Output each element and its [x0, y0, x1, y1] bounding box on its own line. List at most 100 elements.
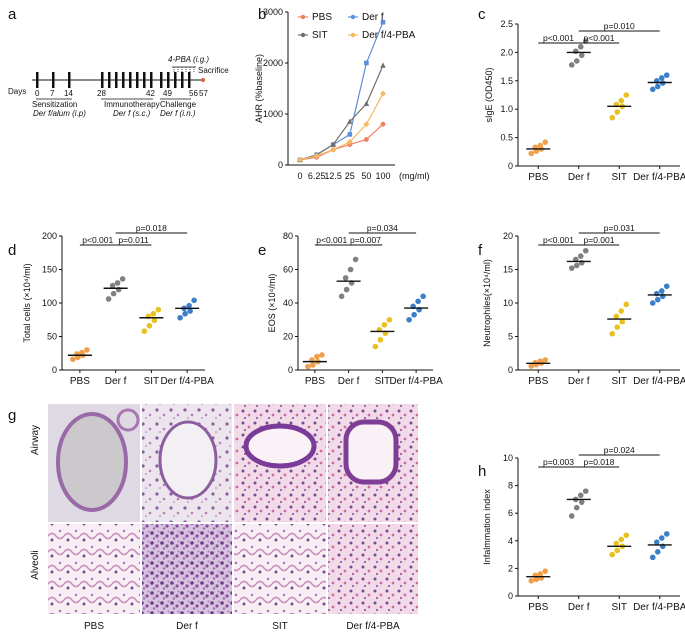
- data-point: [609, 331, 616, 337]
- p-value-label: p=0.018: [584, 457, 615, 467]
- category-label: Der f/4-PBA: [633, 172, 685, 183]
- data-point: [347, 132, 353, 137]
- p-value-label: p<0.001: [543, 33, 574, 43]
- sensitization-bar: [52, 72, 55, 88]
- data-point: [528, 150, 535, 157]
- y-tick-label: 150: [42, 265, 57, 275]
- category-label: PBS: [305, 376, 325, 387]
- phase-detail: Der f (i.n.): [160, 109, 196, 118]
- data-point: [151, 317, 158, 324]
- data-point: [537, 571, 544, 577]
- data-point: [614, 324, 621, 330]
- micrograph-alveoli-derf4pba: [328, 524, 418, 614]
- p-value-label: p=0.007: [350, 235, 381, 245]
- y-axis-title: EOS (×10⁴/ml): [267, 274, 277, 333]
- sensitization-bar: [36, 72, 39, 88]
- data-point: [310, 362, 316, 368]
- column-label-derf4pba: Der f/4-PBA: [346, 621, 400, 632]
- data-point: [150, 310, 157, 317]
- data-point: [577, 253, 584, 259]
- data-point: [155, 306, 162, 313]
- panel-g: g Airway Alveoli PBS Der f SIT Der f/4-P: [8, 404, 418, 632]
- x-tick-label: 50: [361, 171, 371, 181]
- data-point: [381, 321, 388, 328]
- data-point: [658, 288, 665, 294]
- data-point: [654, 549, 661, 555]
- category-label: Der f: [568, 172, 590, 183]
- micrograph-airway-sit: [234, 404, 326, 522]
- column-label-derf: Der f: [176, 621, 198, 632]
- p-value-label: p=0.003: [543, 457, 574, 467]
- column-label-sit: SIT: [272, 621, 288, 632]
- data-point: [187, 308, 193, 314]
- immunotherapy-bar: [101, 72, 104, 88]
- y-tick-label: 2.5: [500, 19, 513, 29]
- day-tick: 57: [199, 89, 208, 98]
- y-tick-label: 20: [283, 332, 293, 342]
- panel-letter-a: a: [8, 6, 17, 23]
- data-point: [420, 293, 426, 300]
- data-point: [649, 300, 656, 306]
- timeline-bars: [36, 72, 205, 88]
- y-tick-label: 20: [503, 231, 513, 241]
- data-point: [623, 92, 630, 98]
- x-axis-title: (mg/ml): [399, 171, 430, 181]
- x-tick-label: 0: [297, 171, 302, 181]
- day-tick: 28: [97, 89, 106, 98]
- legend-entry: Der f: [362, 12, 384, 23]
- panel-d: d 0 50 100 150 200 Total cells (×10⁴/ml) PBS Der…: [8, 223, 214, 387]
- data-point: [619, 318, 626, 325]
- legend-entry: PBS: [312, 12, 332, 23]
- data-point: [114, 280, 121, 286]
- data-point: [613, 540, 620, 547]
- data-point: [577, 492, 584, 499]
- data-point: [380, 19, 386, 25]
- data-point: [380, 62, 386, 68]
- data-point: [542, 568, 549, 574]
- micrograph-alveoli-sit: [234, 524, 326, 614]
- data-point: [119, 276, 126, 282]
- day-tick: 14: [64, 89, 73, 98]
- y-tick-label: 2.0: [500, 47, 513, 57]
- legend-entry: Der f/4-PBA: [362, 30, 416, 41]
- data-point: [186, 302, 192, 309]
- p-value-label: p=0.034: [367, 223, 398, 233]
- y-tick-label: 0.5: [500, 133, 513, 143]
- data-point: [141, 328, 148, 334]
- panel-letter-c: c: [478, 6, 486, 23]
- category-label: SIT: [375, 376, 391, 387]
- category-label: Der f: [338, 376, 360, 387]
- series-line: [299, 93, 384, 161]
- data-point: [582, 38, 589, 44]
- data-point: [542, 357, 549, 363]
- immunotherapy-bar: [122, 72, 125, 88]
- series-line: [299, 123, 384, 161]
- panel-letter-b: b: [258, 6, 266, 23]
- y-tick-label: 1.5: [500, 76, 513, 86]
- data-point: [386, 316, 393, 323]
- airway-lumen: [158, 420, 218, 500]
- data-point: [182, 310, 188, 317]
- p-value-label: p=0.010: [604, 21, 635, 31]
- micrograph-alveoli-pbs: [48, 524, 140, 614]
- data-point: [347, 118, 353, 124]
- legend-entry: SIT: [312, 30, 328, 41]
- y-tick-label: 80: [283, 231, 293, 241]
- data-point: [663, 283, 670, 290]
- panel-c: c 0 0.5 1.0 1.5 2.0 2.5 sIgE (OD450) PBS Der f SIT…: [478, 6, 685, 183]
- category-label: PBS: [528, 602, 548, 613]
- data-point: [537, 142, 544, 149]
- data-point: [618, 536, 625, 543]
- y-tick-label: 2: [508, 563, 513, 573]
- micrograph-airway-derf4pba: [328, 404, 418, 522]
- phase-name: Sensitization: [32, 100, 77, 109]
- data-point: [582, 488, 589, 494]
- category-label: PBS: [528, 172, 548, 183]
- data-point: [177, 314, 183, 321]
- p-value-label: p=0.001: [584, 235, 615, 245]
- immunotherapy-bar: [136, 72, 139, 88]
- day-tick: 42: [146, 89, 155, 98]
- day-ticks: 0 7 14 28 42 49 56 57: [35, 89, 208, 98]
- airway-lumen: [243, 423, 317, 469]
